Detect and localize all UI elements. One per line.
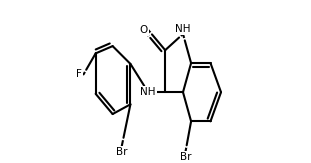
Text: NH: NH [175, 24, 191, 34]
Text: O: O [139, 25, 147, 35]
Text: F: F [76, 69, 81, 79]
Text: NH: NH [141, 87, 156, 97]
Text: Br: Br [116, 147, 127, 157]
Text: Br: Br [180, 152, 192, 162]
